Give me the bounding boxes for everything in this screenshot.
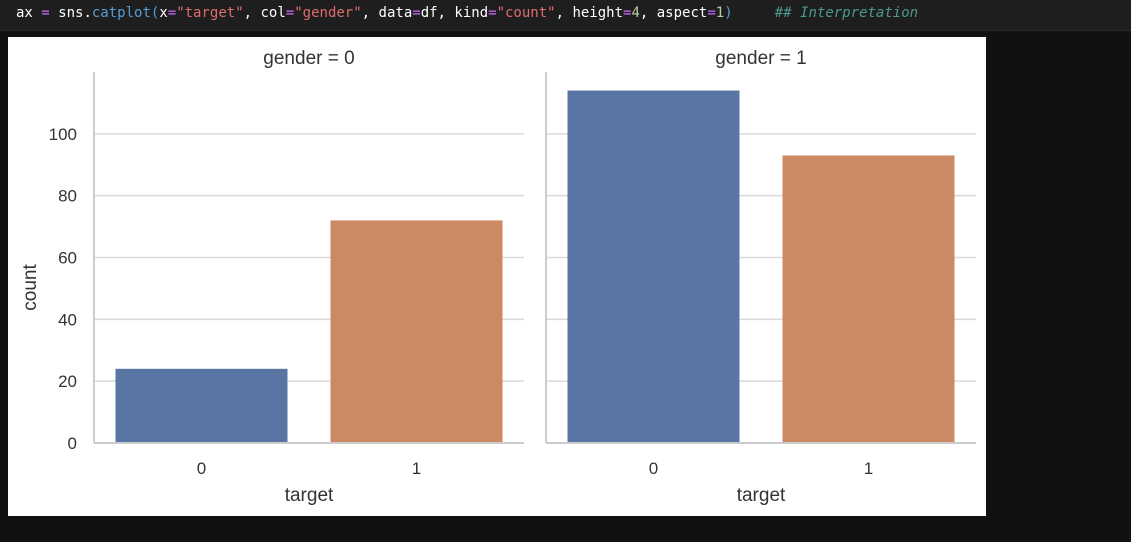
- code-token: =: [32, 5, 59, 21]
- code-token: =: [285, 5, 295, 21]
- code-token: ,: [361, 5, 379, 21]
- code-token: =: [623, 5, 632, 21]
- code-token: x: [159, 5, 168, 21]
- code-line: ax = sns.catplot(x="target", col="gender…: [16, 4, 918, 22]
- y-tick-label: 100: [49, 125, 77, 144]
- code-token: catplot: [91, 5, 151, 21]
- x-axis-label: target: [737, 485, 786, 506]
- x-tick-label: 1: [864, 459, 873, 478]
- code-token: ): [724, 5, 733, 21]
- catplot-figure: 0 20 40 60 80 100 0 1 target gender = 0 count 0 1 tar…: [8, 37, 986, 516]
- code-token: ,: [639, 5, 657, 21]
- y-tick-label: 40: [58, 310, 77, 329]
- code-cell[interactable]: ax = sns.catplot(x="target", col="gender…: [0, 0, 1131, 31]
- code-token: ## Interpretation: [732, 5, 919, 21]
- x-tick-label: 1: [412, 459, 421, 478]
- x-tick-label: 0: [649, 459, 658, 478]
- code-token: =: [488, 5, 497, 21]
- code-token: 1: [715, 5, 725, 21]
- code-token: df: [420, 5, 438, 21]
- code-token: =: [412, 5, 421, 21]
- x-tick-label: 0: [197, 459, 206, 478]
- panel-title: gender = 1: [715, 48, 806, 69]
- code-token: kind: [454, 5, 489, 21]
- code-token: 4: [631, 5, 640, 21]
- y-axis-label: count: [20, 264, 41, 311]
- bar-1: [330, 220, 503, 443]
- y-tick-label: 0: [68, 434, 77, 453]
- panel-title: gender = 0: [263, 48, 354, 69]
- code-token: =: [167, 5, 177, 21]
- y-tick-label: 80: [58, 187, 77, 206]
- bar-0: [115, 368, 288, 443]
- code-token: "gender": [294, 5, 362, 21]
- code-token: ax: [16, 5, 33, 21]
- code-token: data: [378, 5, 413, 21]
- code-token: (: [150, 5, 160, 21]
- code-token: "count": [496, 5, 556, 21]
- code-token: ,: [437, 5, 455, 21]
- code-token: col: [260, 5, 286, 21]
- code-token: "target": [176, 5, 244, 21]
- code-token: height: [572, 5, 624, 21]
- y-tick-label: 20: [58, 372, 77, 391]
- code-token: ,: [555, 5, 573, 21]
- bar-0: [567, 90, 740, 444]
- bar-1: [782, 155, 955, 443]
- code-token: sns.: [58, 5, 92, 21]
- code-token: aspect: [656, 5, 708, 21]
- catplot-svg: 0 20 40 60 80 100 0 1 target gender = 0 count 0 1 tar…: [20, 48, 976, 506]
- y-tick-label: 60: [58, 249, 77, 268]
- code-token: ,: [243, 5, 261, 21]
- code-token: =: [707, 5, 716, 21]
- x-axis-label: target: [285, 485, 334, 506]
